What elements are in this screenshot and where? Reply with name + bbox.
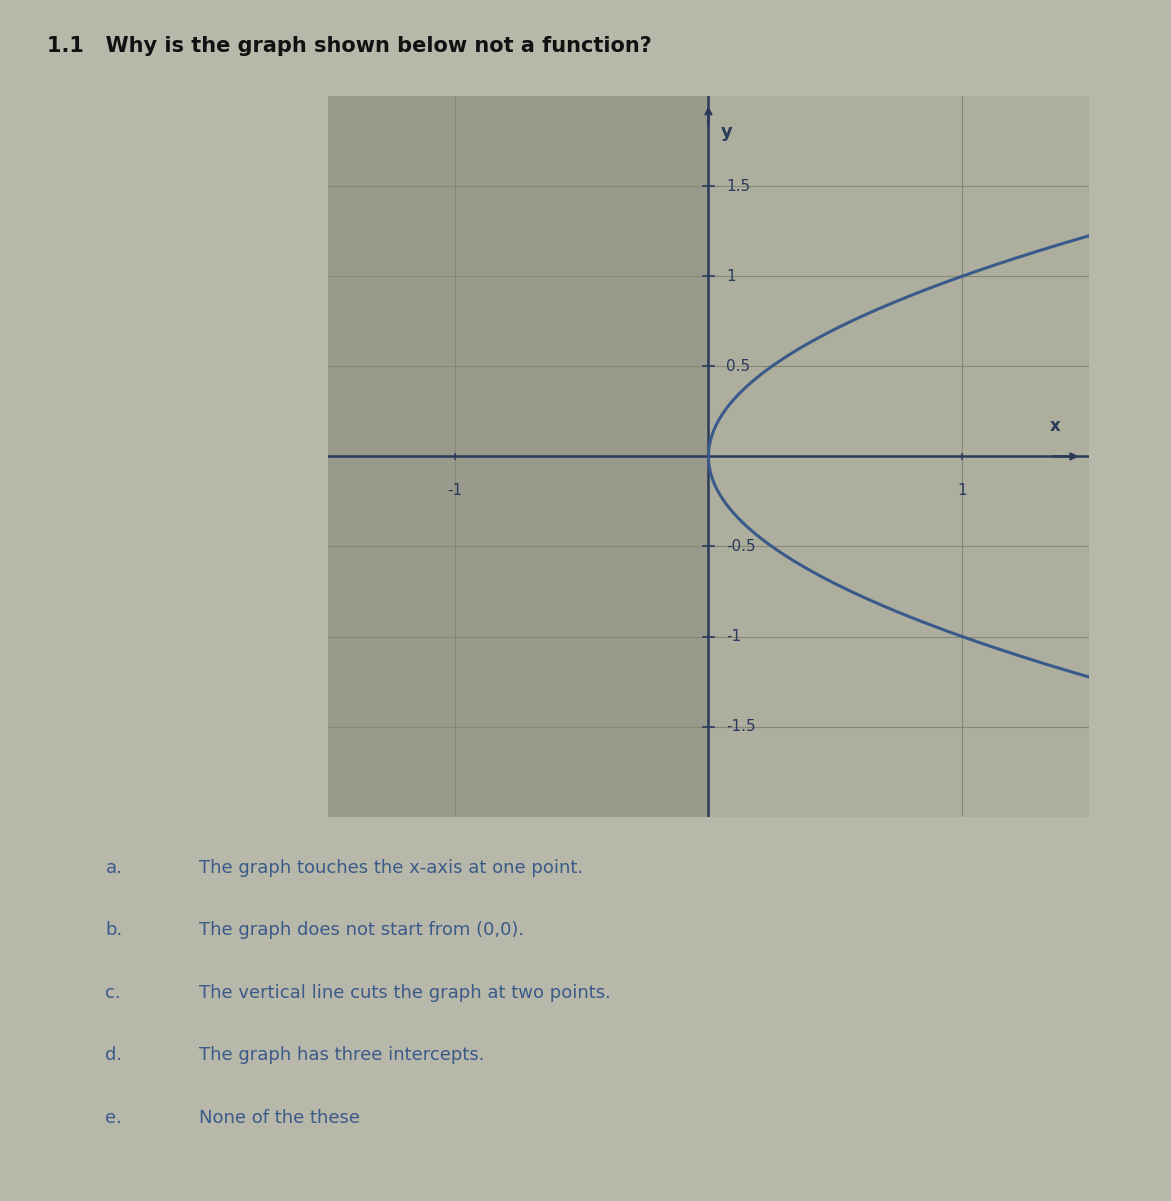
- Text: 1: 1: [958, 484, 967, 498]
- Text: -1: -1: [726, 629, 741, 644]
- Text: -1: -1: [447, 484, 463, 498]
- Text: -1.5: -1.5: [726, 719, 755, 734]
- Text: The vertical line cuts the graph at two points.: The vertical line cuts the graph at two …: [199, 984, 611, 1002]
- Bar: [328, 96, 708, 817]
- Text: 1: 1: [726, 269, 735, 283]
- Text: x: x: [1049, 417, 1060, 435]
- Text: e.: e.: [105, 1109, 122, 1127]
- Text: y: y: [721, 124, 733, 141]
- Text: -0.5: -0.5: [726, 539, 755, 554]
- Text: a.: a.: [105, 859, 122, 877]
- Text: 1.5: 1.5: [726, 179, 751, 193]
- Text: 1.1   Why is the graph shown below not a function?: 1.1 Why is the graph shown below not a f…: [47, 36, 651, 56]
- Text: The graph does not start from (0,0).: The graph does not start from (0,0).: [199, 921, 525, 939]
- Text: c.: c.: [105, 984, 121, 1002]
- Text: 0.5: 0.5: [726, 359, 751, 374]
- Text: The graph touches the x-axis at one point.: The graph touches the x-axis at one poin…: [199, 859, 583, 877]
- Text: b.: b.: [105, 921, 123, 939]
- Text: The graph has three intercepts.: The graph has three intercepts.: [199, 1046, 485, 1064]
- Text: d.: d.: [105, 1046, 123, 1064]
- Text: None of the these: None of the these: [199, 1109, 359, 1127]
